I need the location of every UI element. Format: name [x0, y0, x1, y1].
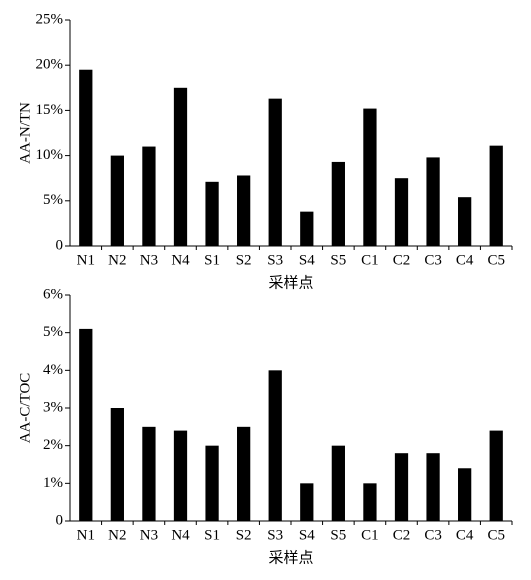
- y-axis-label: AA-C/TOC: [17, 373, 33, 444]
- x-tick-label: C1: [361, 252, 379, 268]
- x-tick-label: C2: [393, 252, 411, 268]
- bar: [426, 453, 440, 521]
- x-tick-label: N1: [77, 252, 95, 268]
- x-tick-label: S1: [204, 527, 220, 543]
- y-tick-label: 25%: [36, 11, 64, 27]
- y-tick-label: 2%: [43, 437, 63, 453]
- x-tick-label: N3: [140, 252, 158, 268]
- x-tick-label: N4: [171, 252, 190, 268]
- x-tick-label: N4: [171, 527, 190, 543]
- bar: [426, 157, 440, 246]
- bar: [205, 181, 219, 246]
- x-tick-label: S2: [236, 252, 252, 268]
- bar: [237, 175, 251, 246]
- x-tick-label: C1: [361, 527, 379, 543]
- x-tick-label: N3: [140, 527, 158, 543]
- bar: [142, 146, 156, 246]
- bar: [268, 98, 282, 246]
- y-axis-label: AA-N/TN: [17, 102, 33, 164]
- x-tick-label: C3: [424, 252, 442, 268]
- bar: [394, 178, 409, 246]
- bar: [300, 211, 314, 246]
- bar: [173, 87, 188, 246]
- x-tick-label: N1: [77, 527, 95, 543]
- x-tick-label: C3: [424, 527, 442, 543]
- x-axis-label: 采样点: [268, 549, 313, 566]
- x-tick-label: S2: [236, 527, 252, 543]
- x-tick-label: C2: [393, 527, 411, 543]
- x-tick-label: N2: [108, 252, 126, 268]
- bar: [268, 370, 282, 521]
- bar: [237, 426, 251, 521]
- x-tick-label: C4: [456, 252, 474, 268]
- x-tick-label: S5: [330, 252, 346, 268]
- bar: [363, 483, 377, 521]
- y-tick-label: 0: [56, 512, 64, 528]
- x-tick-label: S3: [267, 252, 283, 268]
- bar: [458, 197, 472, 246]
- bar: [110, 408, 124, 521]
- x-tick-label: C4: [456, 527, 474, 543]
- bar: [458, 468, 472, 521]
- x-tick-label: S3: [267, 527, 283, 543]
- x-tick-label: C5: [487, 252, 505, 268]
- y-tick-label: 0: [56, 237, 64, 253]
- y-tick-label: 15%: [36, 102, 64, 118]
- x-axis-label: 采样点: [268, 274, 313, 291]
- y-tick-label: 5%: [43, 192, 63, 208]
- bar: [489, 145, 503, 246]
- bar: [79, 69, 93, 246]
- y-tick-label: 10%: [36, 147, 64, 163]
- bar: [489, 430, 503, 521]
- x-tick-label: S4: [299, 252, 315, 268]
- bar: [110, 155, 124, 246]
- x-tick-label: N2: [108, 527, 126, 543]
- y-tick-label: 1%: [43, 475, 63, 491]
- y-tick-label: 3%: [43, 399, 63, 415]
- bar: [363, 108, 377, 246]
- bar: [394, 453, 409, 521]
- x-tick-label: S1: [204, 252, 220, 268]
- bar: [331, 445, 345, 521]
- bar: [142, 426, 156, 521]
- bar: [300, 483, 314, 521]
- x-tick-label: S4: [299, 527, 315, 543]
- bar: [173, 430, 188, 521]
- y-tick-label: 20%: [36, 57, 64, 73]
- y-tick-label: 4%: [43, 362, 63, 378]
- y-tick-label: 5%: [43, 324, 63, 340]
- y-tick-label: 6%: [43, 286, 63, 302]
- bar: [79, 328, 93, 521]
- bar: [205, 445, 219, 521]
- bar: [331, 161, 345, 246]
- x-tick-label: C5: [487, 527, 505, 543]
- x-tick-label: S5: [330, 527, 346, 543]
